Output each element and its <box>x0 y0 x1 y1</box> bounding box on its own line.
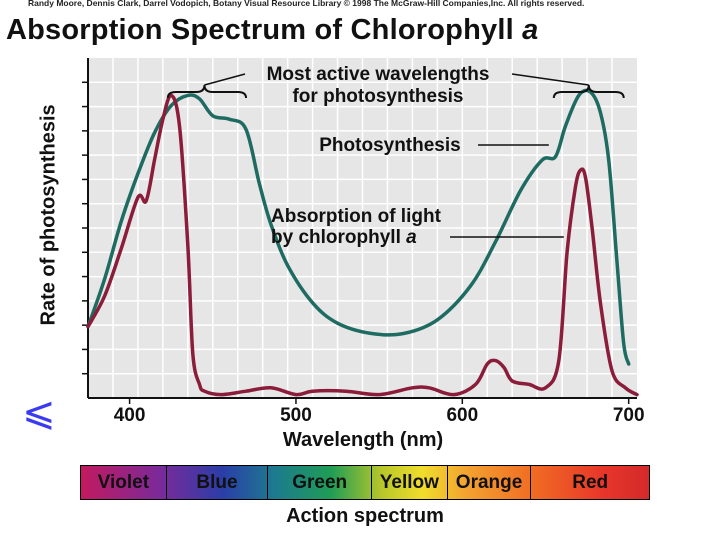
x-tick-label: 400 <box>114 405 146 426</box>
spectrum-yellow: Yellow <box>372 466 448 499</box>
color-spectrum-bar: Violet Blue Green Yellow Orange Red <box>80 465 650 500</box>
action-spectrum-caption: Action spectrum <box>286 505 444 527</box>
spectrum-violet: Violet <box>81 466 167 499</box>
x-tick-label: 700 <box>613 405 645 426</box>
spectrum-green: Green <box>268 466 372 499</box>
right-bracket-pointer <box>511 73 589 86</box>
less-than-or-equal-glyph: ⩽ <box>22 389 56 435</box>
x-tick-label: 600 <box>446 405 478 426</box>
y-axis-label: Rate of photosynthesis <box>37 104 60 326</box>
chart-title-italic: a <box>522 14 539 46</box>
chart-title: Absorption Spectrum of Chlorophyll a <box>6 14 538 47</box>
right-peak-bracket <box>552 84 625 99</box>
x-tick-label: 500 <box>280 405 312 426</box>
chart-title-main: Absorption Spectrum of Chlorophyll <box>6 14 523 46</box>
left-bracket-pointer <box>204 73 246 86</box>
annotation-photosynthesis-label: Photosynthesis <box>319 135 460 156</box>
spectrum-red: Red <box>572 471 609 493</box>
annotation-absorption-line2: by chlorophyll a <box>271 227 417 248</box>
spectrum-blue: Blue <box>167 466 269 499</box>
x-axis-label: Wavelength (nm) <box>283 429 443 451</box>
annotation-absorption-line1: Absorption of light <box>271 206 442 227</box>
chlorophyll-absorption-curve <box>86 93 639 397</box>
spectrum-orange: Orange <box>448 466 532 499</box>
credit-line: Randy Moore, Dennis Clark, Darrel Vodopi… <box>28 0 585 8</box>
annotation-active-wavelengths-line2: for photosynthesis <box>292 86 463 107</box>
annotation-active-wavelengths-line1: Most active wavelengths <box>267 64 490 85</box>
